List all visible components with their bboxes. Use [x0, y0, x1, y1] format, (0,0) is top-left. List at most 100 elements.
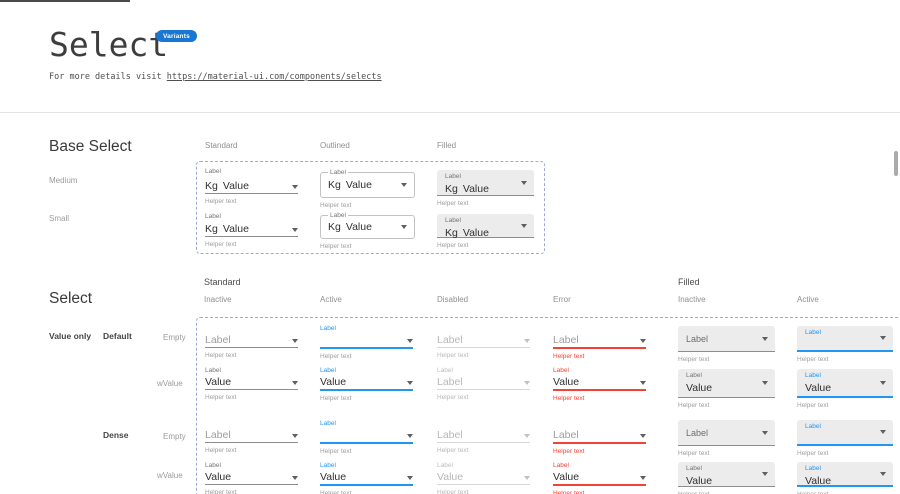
- column-header-active: Active: [320, 295, 342, 304]
- select-standard-error-empty[interactable]: Label Helper text: [553, 325, 646, 360]
- select-standard-disabled-empty: Label Helper text: [437, 325, 530, 359]
- select-standard-active-dense-wvalue[interactable]: Label Value Helper text: [320, 462, 413, 494]
- select-standard-active-dense-empty[interactable]: Label Helper text: [320, 420, 413, 455]
- filled-box: Label Kg Value: [437, 170, 534, 196]
- floating-label: Label: [686, 372, 702, 379]
- helper-text: Helper text: [320, 448, 352, 455]
- select-standard-disabled-dense-empty: Label Helper text: [437, 420, 530, 454]
- select-filled-active-wvalue[interactable]: Label Value Helper text: [797, 369, 893, 409]
- base-select-standard-medium[interactable]: Label Kg Value Helper text: [205, 168, 298, 205]
- caret-down-icon: [640, 339, 646, 343]
- helper-text: Helper text: [797, 450, 829, 457]
- helper-text: Helper text: [437, 352, 469, 359]
- helper-text: Helper text: [678, 402, 710, 409]
- placeholder-text: Label: [686, 333, 709, 344]
- column-header-filled-inactive: Inactive: [678, 295, 706, 304]
- floating-label: Label: [686, 465, 702, 472]
- caret-down-icon: [521, 223, 527, 228]
- caret-down-icon: [762, 472, 768, 476]
- select-filled-active-empty[interactable]: Label Helper text: [797, 326, 893, 363]
- value-text: Value: [205, 376, 232, 388]
- filled-box: Label Value: [678, 369, 775, 398]
- caret-down-icon: [524, 339, 530, 343]
- base-select-standard-small[interactable]: Label Kg Value Helper text: [205, 213, 298, 248]
- select-standard-error-dense-empty[interactable]: Label Helper text: [553, 420, 646, 455]
- select-standard-error-wvalue[interactable]: Label Value Helper text: [553, 367, 646, 402]
- select-standard-inactive-empty[interactable]: Label Helper text: [205, 325, 298, 359]
- placeholder-text: Label: [205, 429, 231, 441]
- select-filled-inactive-wvalue[interactable]: Label Value Helper text: [678, 369, 775, 409]
- select-value-row: Value: [320, 470, 413, 486]
- row-section-default: Default: [103, 331, 132, 341]
- adornment-text: Kg: [328, 179, 341, 191]
- select-filled-active-dense-wvalue[interactable]: Label Value Helper text: [797, 462, 893, 494]
- select-standard-active-wvalue[interactable]: Label Value Helper text: [320, 367, 413, 402]
- helper-text: Helper text: [437, 447, 469, 454]
- row-label-wvalue: wValue: [157, 379, 183, 388]
- placeholder-text: Label: [686, 427, 709, 438]
- select-filled-inactive-dense-empty[interactable]: Label Helper text: [678, 420, 775, 457]
- base-select-filled-small[interactable]: Label Kg Value Helper text: [437, 214, 534, 249]
- matrix-selection-frame: [196, 317, 900, 494]
- caret-down-icon: [880, 471, 886, 476]
- caret-down-icon: [640, 476, 646, 480]
- helper-text: Helper text: [320, 202, 352, 209]
- base-select-filled-medium[interactable]: Label Kg Value Helper text: [437, 170, 534, 207]
- value-text: Value: [805, 382, 832, 394]
- helper-text: Helper text: [553, 395, 585, 402]
- adornment-text: Kg: [328, 221, 341, 233]
- floating-label: Label: [320, 367, 336, 374]
- select-value-row: Label: [553, 428, 646, 444]
- floating-label-slot: [437, 420, 530, 428]
- placeholder-text: Label: [553, 429, 579, 441]
- select-label: Label: [445, 217, 461, 224]
- row-group-value-only: Value only: [49, 331, 92, 341]
- select-label: Label: [205, 213, 221, 220]
- docs-link[interactable]: https://material-ui.com/components/selec…: [166, 72, 382, 82]
- floating-label: Label: [553, 462, 569, 469]
- caret-down-icon: [880, 380, 886, 385]
- select-standard-inactive-wvalue[interactable]: Label Value Helper text: [205, 367, 298, 401]
- row-label-empty: Empty: [163, 333, 186, 342]
- select-value-row: [320, 428, 413, 444]
- caret-down-icon: [292, 434, 298, 438]
- base-select-outlined-medium[interactable]: Label Kg Value Helper text: [320, 169, 415, 209]
- select-filled-active-dense-empty[interactable]: Label Helper text: [797, 420, 893, 457]
- select-filled-inactive-dense-wvalue[interactable]: Label Value Helper text: [678, 462, 775, 494]
- caret-down-icon: [292, 476, 298, 480]
- helper-text: Helper text: [678, 450, 710, 457]
- select-value: Kg Value: [445, 183, 526, 195]
- caret-down-icon: [524, 434, 530, 438]
- select-value-row: Kg Value: [321, 216, 414, 238]
- outlined-box: Label Kg Value: [320, 212, 415, 239]
- base-select-selection-frame: [196, 161, 545, 254]
- select-standard-active-empty[interactable]: Label Helper text: [320, 325, 413, 360]
- select-value-row: Value: [205, 470, 298, 485]
- helper-text: Helper text: [205, 447, 237, 454]
- helper-text: Helper text: [553, 490, 585, 494]
- filled-box: Label Value: [797, 462, 893, 487]
- floating-label: Label: [553, 367, 569, 374]
- value-text: Value: [222, 223, 249, 235]
- select-value-row: Label: [205, 333, 298, 348]
- helper-text: Helper text: [553, 448, 585, 455]
- column-header-filled: Filled: [437, 141, 457, 150]
- select-standard-inactive-dense-empty[interactable]: Label Helper text: [205, 420, 298, 454]
- select-standard-disabled-wvalue: Label Label Helper text: [437, 367, 530, 401]
- helper-text: Helper text: [320, 243, 352, 250]
- caret-down-icon: [401, 225, 407, 229]
- base-select-outlined-small[interactable]: Label Kg Value Helper text: [320, 212, 415, 250]
- subtitle: For more details visit https://material-…: [49, 72, 382, 82]
- value-text: Value: [462, 227, 489, 239]
- floating-label: Label: [320, 325, 336, 332]
- caret-down-icon: [292, 339, 298, 343]
- placeholder-text: Label: [205, 334, 231, 346]
- select-value-row: [320, 333, 413, 349]
- select-standard-inactive-dense-wvalue[interactable]: Label Value Helper text: [205, 462, 298, 494]
- row-label-dense-wvalue: wValue: [157, 471, 183, 480]
- select-filled-inactive-empty[interactable]: Label Helper text: [678, 326, 775, 363]
- scrollbar-thumb[interactable]: [894, 151, 898, 176]
- select-standard-error-dense-wvalue[interactable]: Label Value Helper text: [553, 462, 646, 494]
- select-value: Kg Value: [445, 227, 526, 239]
- helper-text: Helper text: [320, 395, 352, 402]
